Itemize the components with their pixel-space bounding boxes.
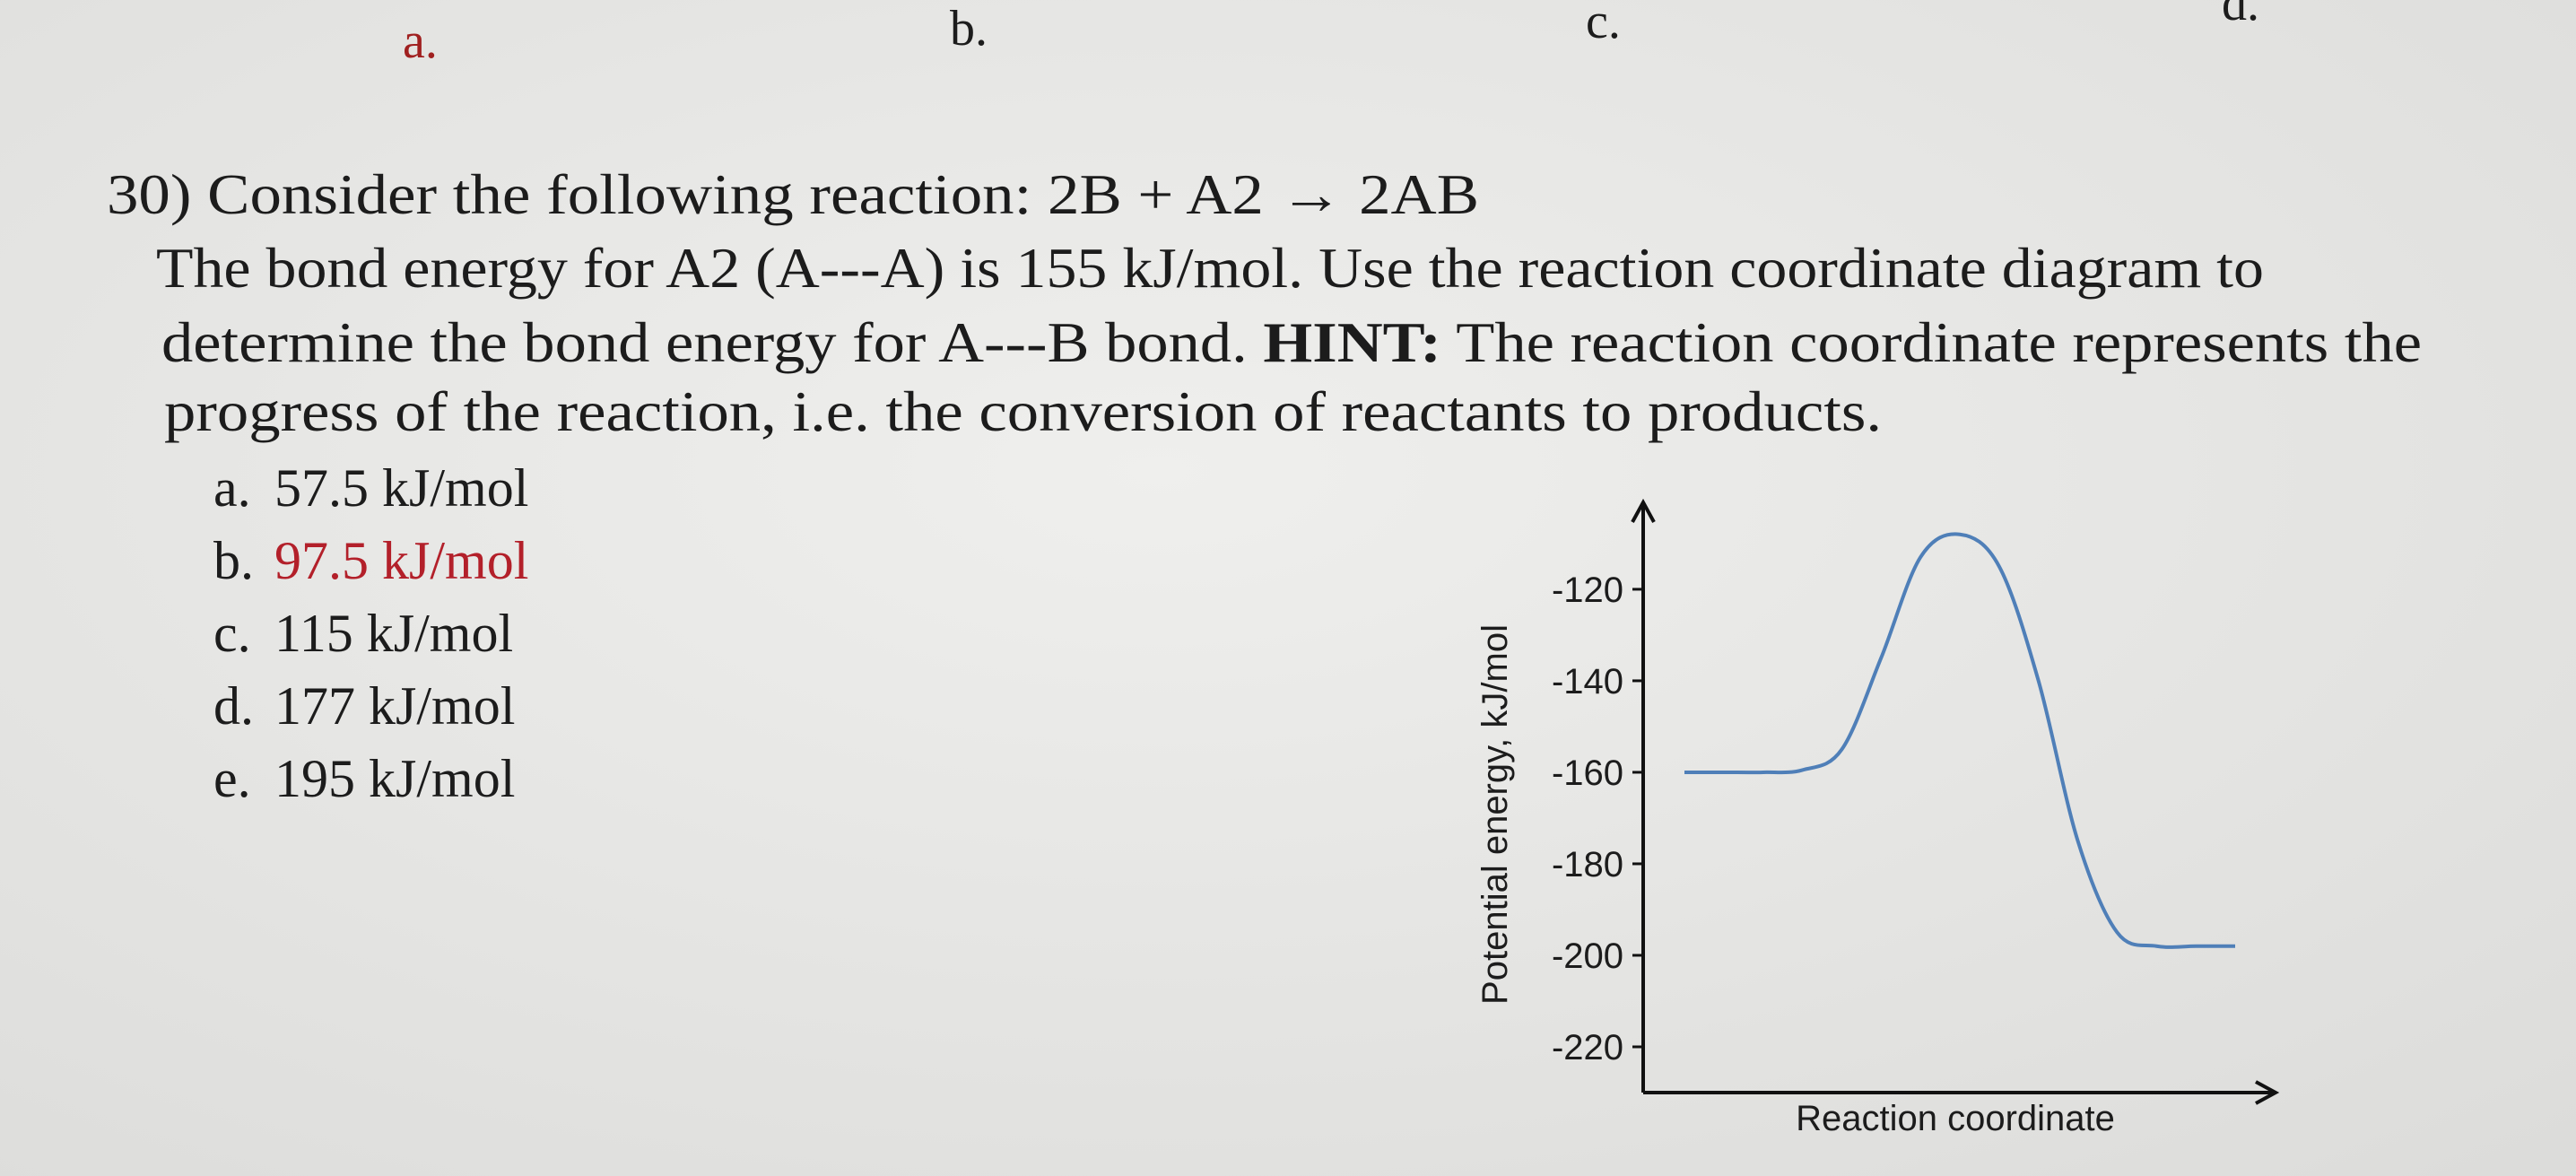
y-tick-label: -160	[1552, 754, 1623, 793]
column-letter: a.	[403, 13, 438, 69]
question-line: The bond energy for A2 (A---A) is 155 kJ…	[156, 236, 2264, 300]
question-line: 30) Consider the following reaction: 2B …	[107, 162, 1479, 226]
option-text: 115 kJ/mol	[274, 604, 513, 663]
hint-label: HINT:	[1263, 310, 1440, 374]
column-letter: d.	[2222, 0, 2259, 31]
y-tick-label: -200	[1552, 936, 1623, 976]
option-text: 195 kJ/mol	[274, 749, 515, 808]
y-tick-label: -120	[1552, 571, 1623, 610]
column-letter: c.	[1586, 0, 1621, 49]
option-text: 57.5 kJ/mol	[274, 458, 528, 518]
question-text: The reaction coordinate represents the	[1441, 310, 2422, 374]
y-tick-label: -140	[1552, 662, 1623, 701]
question-text: determine the bond energy for A---B bond…	[161, 310, 1263, 374]
option-letter: e.	[213, 749, 251, 808]
option-letter: d.	[213, 676, 254, 736]
x-axis-label: Reaction coordinate	[1796, 1099, 2115, 1138]
option-letter: c.	[213, 604, 251, 663]
x-axis-arrow	[2255, 1080, 2280, 1105]
option-text: 177 kJ/mol	[274, 676, 515, 736]
y-axis-arrow	[1631, 498, 1656, 523]
column-letter: b.	[950, 1, 988, 57]
question-line: determine the bond energy for A---B bond…	[161, 310, 2422, 374]
question-line: progress of the reaction, i.e. the conve…	[164, 379, 1882, 443]
energy-curve	[1684, 532, 2235, 949]
y-tick-label: -180	[1552, 845, 1623, 884]
y-tick-label: -220	[1552, 1028, 1623, 1067]
y-axis-label: Potential energy, kJ/mol	[1475, 624, 1515, 1005]
option-letter: b.	[213, 531, 254, 590]
option-text: 97.5 kJ/mol	[274, 531, 528, 590]
option-letter: a.	[213, 458, 251, 518]
